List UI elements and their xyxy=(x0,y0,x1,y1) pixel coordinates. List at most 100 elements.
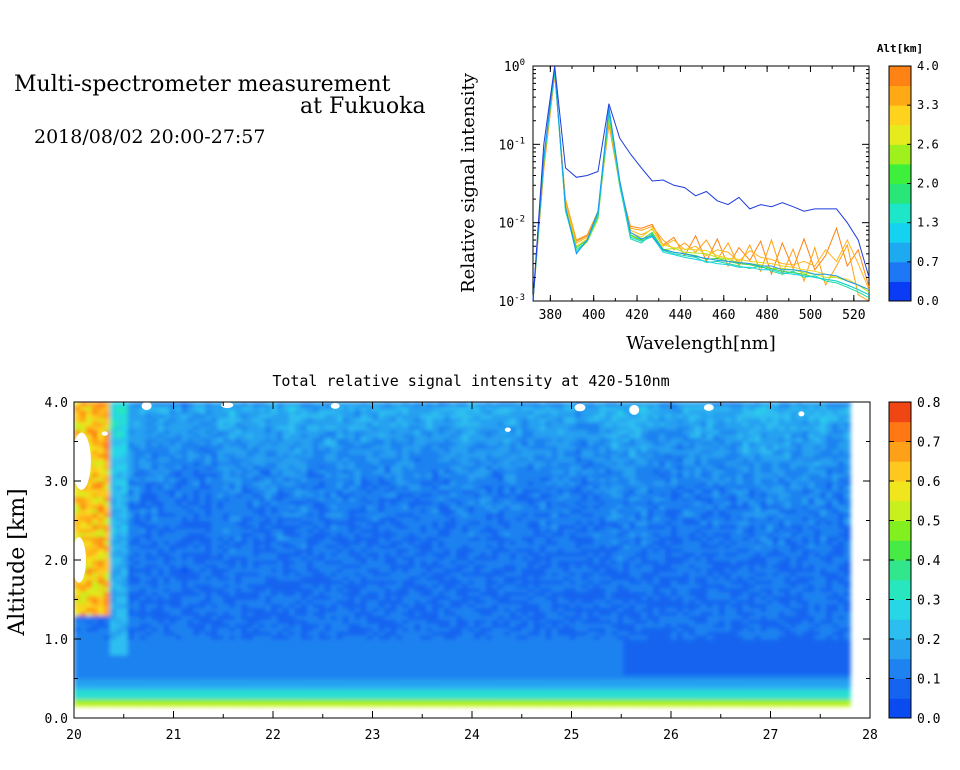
heatmap-cell xyxy=(211,496,218,502)
heatmap-cell xyxy=(318,406,326,411)
heatmap-cell xyxy=(372,409,380,415)
heatmap-cell xyxy=(175,449,183,454)
heatmap-cell xyxy=(85,560,93,565)
heatmap-cell xyxy=(342,631,350,636)
heatmap-cell xyxy=(414,409,421,415)
heatmap-cell xyxy=(133,567,141,573)
heatmap-cell xyxy=(306,682,314,687)
heatmap-cell xyxy=(235,552,242,557)
heatmap-cell xyxy=(288,441,296,446)
heatmap-cell xyxy=(366,548,374,553)
heatmap-cell xyxy=(426,520,433,526)
heatmap-cell xyxy=(277,536,284,541)
heatmap-cell xyxy=(342,560,350,565)
heatmap-cell xyxy=(241,441,248,446)
heatmap-cell xyxy=(223,682,230,687)
heatmap-cell xyxy=(199,421,206,427)
heatmap-cell xyxy=(127,548,135,553)
heatmap-cell xyxy=(145,682,153,687)
heatmap-cell xyxy=(157,552,165,557)
heatmap-cell xyxy=(175,496,183,502)
heatmap-cell xyxy=(426,540,433,545)
heatmap-cell xyxy=(80,421,87,427)
heatmap-cell xyxy=(390,658,397,664)
heatmap-cell xyxy=(372,694,380,699)
heatmap-cell xyxy=(366,536,374,541)
heatmap-cell xyxy=(402,678,409,684)
heatmap-cell xyxy=(330,445,338,450)
heatmap-cell xyxy=(163,524,171,530)
heatmap-cell xyxy=(282,488,290,494)
heatmap-cell xyxy=(354,445,362,450)
heatmap-cell xyxy=(74,650,81,656)
heatmap-cell xyxy=(85,682,93,687)
heatmap-cell xyxy=(115,449,123,454)
heatmap-cell xyxy=(384,650,391,656)
heatmap-cell xyxy=(294,524,302,530)
heatmap-cell xyxy=(444,662,451,668)
heatmap-cell xyxy=(205,579,212,585)
heatmap-cell xyxy=(396,556,403,561)
heatmap-cell xyxy=(265,563,272,569)
heatmap-cell xyxy=(288,512,296,518)
spectrum-colorbar-swatch xyxy=(889,222,911,243)
heatmap-cell xyxy=(360,642,368,648)
heatmap-cell xyxy=(247,520,254,526)
heatmap-cell xyxy=(348,504,356,510)
heatmap-cell xyxy=(414,571,421,577)
heatmap-cell xyxy=(438,563,445,569)
heatmap-cell xyxy=(187,536,194,541)
heatmap-cell xyxy=(444,516,451,522)
heatmap-cell xyxy=(139,425,147,431)
heatmap-cell xyxy=(157,496,165,502)
heatmap-cell xyxy=(229,698,236,703)
heatmap-cell xyxy=(193,465,200,470)
heatmap-cell xyxy=(247,504,254,510)
heatmap-cell xyxy=(253,413,260,419)
heatmap-cell xyxy=(217,583,224,589)
heatmap-cell xyxy=(348,690,356,695)
heatmap-cell xyxy=(300,603,308,608)
heatmap-cell xyxy=(253,445,260,450)
heatmap-cell xyxy=(193,682,200,687)
heatmap-cell xyxy=(408,461,415,466)
heatmap-cell xyxy=(157,488,165,494)
heatmap-cell xyxy=(133,485,141,490)
spectrum-colorbar-tick-label: 1.3 xyxy=(917,216,939,230)
heatmap-cell xyxy=(408,457,415,462)
heatmap-cell xyxy=(282,461,290,466)
spectrum-colorbar-swatch xyxy=(889,66,911,87)
heatmap-cell xyxy=(300,465,308,470)
heatmap-cell xyxy=(241,477,248,482)
heatmap-cell xyxy=(247,635,254,640)
heatmap-cell xyxy=(139,461,147,466)
heatmap-cell xyxy=(432,433,439,439)
heatmap-cell xyxy=(157,611,165,616)
heatmap-cell xyxy=(372,682,380,687)
heatmap-cell xyxy=(366,702,374,707)
heatmap-cell xyxy=(330,433,338,439)
heatmap-cell xyxy=(121,437,129,443)
heatmap-cell xyxy=(348,579,356,585)
heatmap-cell xyxy=(426,575,433,581)
heatmap-cell xyxy=(199,504,206,510)
heatmap-cell xyxy=(229,552,236,557)
heatmap-cell xyxy=(193,425,200,431)
heatmap-cell xyxy=(354,591,362,597)
heatmap-cell xyxy=(306,646,314,652)
heatmap-cell xyxy=(175,690,183,695)
heatmap-cell xyxy=(241,524,248,530)
heatmap-cell xyxy=(348,429,356,435)
heatmap-cell xyxy=(444,670,451,676)
heatmap-cell xyxy=(366,492,374,498)
heatmap-cell xyxy=(420,635,427,640)
heatmap-cell xyxy=(336,642,344,648)
heatmap-cell xyxy=(223,567,230,573)
heatmap-cell xyxy=(133,421,141,427)
heatmap-cell xyxy=(223,492,230,498)
spectrum-x-tick-label: 520 xyxy=(842,308,865,323)
heatmap-cell xyxy=(402,409,409,415)
heatmap-cell xyxy=(247,449,254,454)
heatmap-cell xyxy=(426,445,433,450)
heatmap-cell xyxy=(360,544,368,549)
